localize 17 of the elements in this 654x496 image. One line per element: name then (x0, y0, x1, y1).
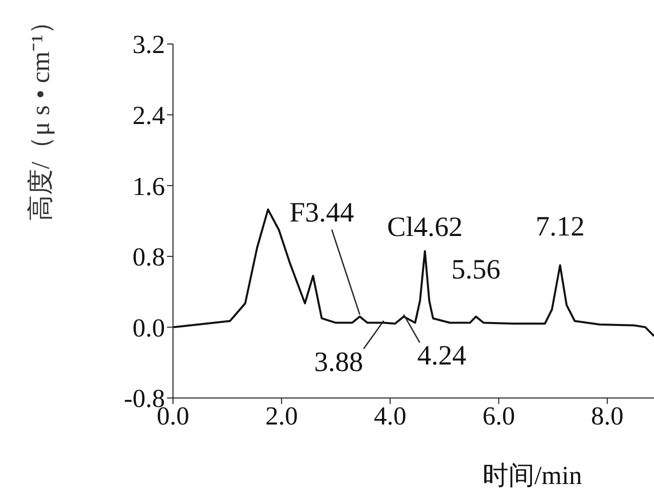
x-tick-label: 2.0 (265, 401, 298, 430)
y-tick-label: 1.6 (132, 172, 165, 201)
annotation: 7.12 (536, 211, 585, 242)
y-tick-label: 2.4 (132, 101, 165, 130)
annotation: 5.56 (451, 254, 500, 286)
annotation: Cl4.62 (387, 212, 463, 244)
y-tick-label: 3.2 (132, 30, 165, 60)
x-axis-title: 时间/min (482, 461, 582, 490)
y-tick-label: 0.8 (132, 242, 165, 272)
y-axis-title: 高度/（μ s • cm⁻¹） (26, 8, 56, 221)
annotation: 4.24 (417, 340, 466, 372)
x-tick-label: 8.0 (591, 401, 624, 430)
y-tick-label: 0.0 (132, 313, 165, 342)
x-tick-label: 6.0 (482, 401, 515, 430)
annotation: F3.44 (289, 198, 354, 229)
x-tick-label: 4.0 (374, 401, 406, 430)
annotation: 3.88 (314, 346, 364, 378)
